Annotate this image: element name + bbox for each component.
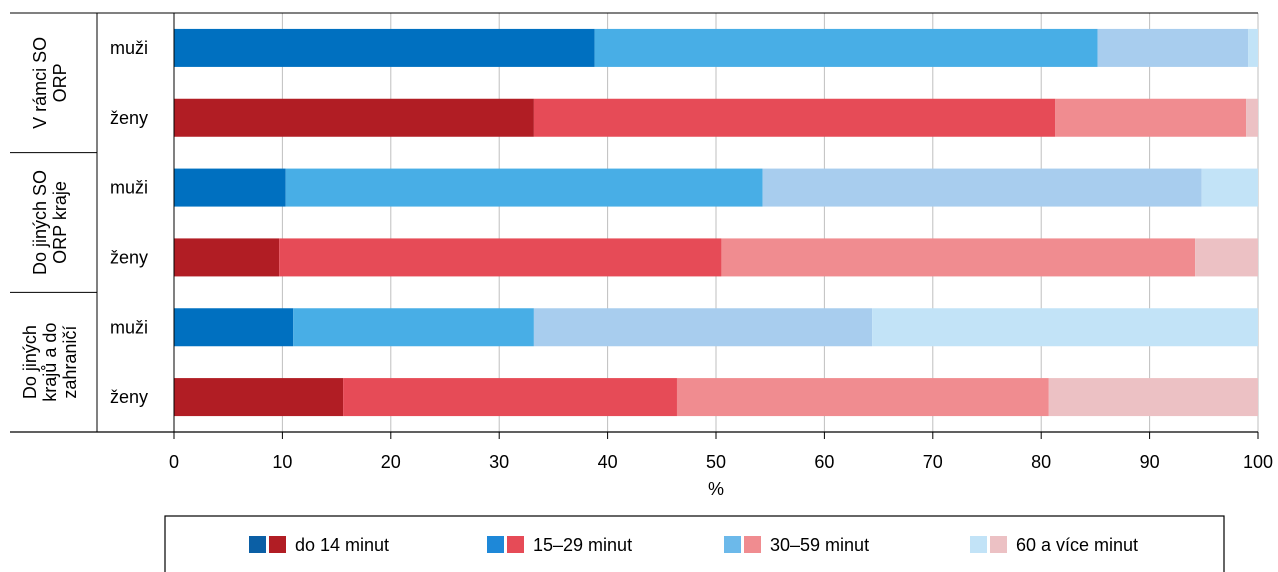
bar-segment xyxy=(174,238,279,276)
legend-swatch-women xyxy=(507,536,524,553)
bar-segment xyxy=(1049,378,1258,416)
legend-swatch-men xyxy=(970,536,987,553)
bar-segment xyxy=(174,99,534,137)
legend-swatch-men xyxy=(249,536,266,553)
bar-segment xyxy=(1246,99,1258,137)
bar-segment xyxy=(1195,238,1258,276)
row-label: ženy xyxy=(110,387,148,407)
group-label-line: ORP xyxy=(50,63,70,102)
x-tick-label: 50 xyxy=(706,452,726,472)
x-tick-label: 90 xyxy=(1140,452,1160,472)
bar-segment xyxy=(343,378,677,416)
bar-segment xyxy=(293,308,534,346)
bar-segment xyxy=(763,169,1202,207)
group-label-line: krajů a do xyxy=(40,323,60,402)
group-label-line: Do jiných xyxy=(20,325,40,399)
chart-frame xyxy=(10,13,1258,432)
gridlines xyxy=(282,13,1258,432)
bar-segment xyxy=(174,378,343,416)
legend-swatch-women xyxy=(990,536,1007,553)
bar-segment xyxy=(534,308,872,346)
bar-segment xyxy=(1202,169,1258,207)
bar-segment xyxy=(534,99,1055,137)
group-label-line: Do jiných SO xyxy=(30,170,50,275)
group-label: V rámci SOORP xyxy=(30,37,70,129)
legend-swatch-men xyxy=(487,536,504,553)
x-tick-label: 10 xyxy=(272,452,292,472)
group-label: Do jiných SOORP kraje xyxy=(30,170,70,275)
row-label: muži xyxy=(110,317,148,337)
legend-swatch-women xyxy=(744,536,761,553)
legend-label: do 14 minut xyxy=(295,535,389,555)
group-label-line: V rámci SO xyxy=(30,37,50,129)
legend-swatch-women xyxy=(269,536,286,553)
x-tick-label: 100 xyxy=(1243,452,1273,472)
x-tick-label: 80 xyxy=(1031,452,1051,472)
bar-segment xyxy=(1248,29,1258,67)
bar-segment xyxy=(1055,99,1246,137)
group-label-line: zahraničí xyxy=(60,326,80,399)
x-tick-label: 30 xyxy=(489,452,509,472)
group-label-line: ORP kraje xyxy=(50,181,70,264)
row-label: ženy xyxy=(110,108,148,128)
bar-segment xyxy=(286,169,763,207)
x-tick-label: 0 xyxy=(169,452,179,472)
row-label: muži xyxy=(110,38,148,58)
x-tick-label: 20 xyxy=(381,452,401,472)
legend-label: 30–59 minut xyxy=(770,535,869,555)
bar-segment xyxy=(174,169,286,207)
legend-label: 15–29 minut xyxy=(533,535,632,555)
x-tick-label: 40 xyxy=(598,452,618,472)
bar-segment xyxy=(677,378,1049,416)
legend-label: 60 a více minut xyxy=(1016,535,1138,555)
bar-segment xyxy=(174,308,293,346)
row-label: ženy xyxy=(110,247,148,267)
bar-segment xyxy=(174,29,595,67)
x-axis: 0 10 20 30 40 50 60 70 80 90 100% xyxy=(169,432,1273,499)
bar-segment xyxy=(595,29,1098,67)
row-label: muži xyxy=(110,178,148,198)
bar-segment xyxy=(721,238,1195,276)
row-labels: muži ženy muži ženy muži ženy V rámci SOORP Do … xyxy=(20,37,148,407)
x-axis-label: % xyxy=(708,479,724,499)
bar-segment xyxy=(279,238,721,276)
x-tick-label: 60 xyxy=(814,452,834,472)
legend-swatch-men xyxy=(724,536,741,553)
bar-segment xyxy=(1098,29,1249,67)
group-label: Do jinýchkrajů a dozahraničí xyxy=(20,323,80,402)
bar-segment xyxy=(872,308,1258,346)
x-tick-label: 70 xyxy=(923,452,943,472)
legend: do 14 minut 15–29 minut 30–59 minut 60 a ví… xyxy=(165,516,1224,572)
